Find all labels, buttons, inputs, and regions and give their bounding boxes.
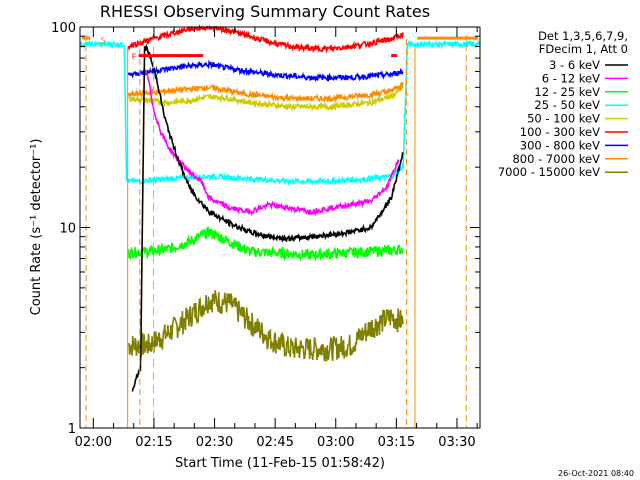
footer-timestamp: 26-Oct-2021 08:40 [558, 469, 634, 478]
x-tick-label: 02:15 [135, 435, 172, 450]
plot-series-group [79, 23, 481, 392]
x-axis-label: Start Time (11-Feb-15 01:58:42) [175, 456, 385, 471]
legend-header-line-2: FDecim 1, Att 0 [539, 42, 628, 56]
plot-annotations-group: SF [82, 35, 478, 428]
legend-entry-label: 100 - 300 keV [520, 125, 600, 139]
annotation-s: S [100, 36, 105, 45]
x-tick-label: 02:45 [256, 435, 293, 450]
x-tick-label: 03:15 [378, 435, 415, 450]
y-tick-label: 10 [59, 222, 76, 237]
x-tick-label: 03:30 [438, 435, 475, 450]
y-axis: 1 10 100 [51, 21, 480, 437]
legend-entry-label: 7000 - 15000 keV [498, 165, 600, 179]
series-line [127, 290, 404, 362]
series-line [144, 69, 400, 217]
legend-entry-label: 50 - 100 keV [527, 112, 600, 126]
series-line [127, 226, 404, 262]
series-line [131, 43, 404, 392]
series-line [79, 39, 481, 187]
x-tick-label: 02:30 [196, 435, 233, 450]
legend-entry-label: 800 - 7000 keV [512, 152, 600, 166]
series-line [127, 82, 404, 104]
legend-entry-label: 25 - 50 keV [534, 98, 600, 112]
legend-entry-label: 6 - 12 keV [542, 71, 600, 85]
series-line [127, 59, 404, 83]
x-tick-label: 02:00 [75, 435, 112, 450]
x-tick-label: 03:00 [317, 435, 354, 450]
annotation-f: F [132, 53, 137, 62]
chart-title: RHESSI Observing Summary Count Rates [100, 2, 430, 21]
x-axis: 02:00 02:15 02:30 02:45 03:00 03:15 03:30 [75, 27, 478, 450]
y-axis-label: Count Rate (s⁻¹ detector⁻¹) [29, 139, 44, 316]
legend-header-line-1: Det 1,3,5,6,7,9, [538, 29, 628, 43]
legend-entry-label: 300 - 800 keV [520, 138, 600, 152]
series-line [127, 23, 404, 54]
legend-entry-label: 3 - 6 keV [549, 58, 600, 72]
y-tick-label: 1 [68, 422, 76, 437]
legend-entry-label: 12 - 25 keV [534, 85, 600, 99]
y-tick-label: 100 [51, 21, 76, 36]
series-line [128, 83, 404, 112]
